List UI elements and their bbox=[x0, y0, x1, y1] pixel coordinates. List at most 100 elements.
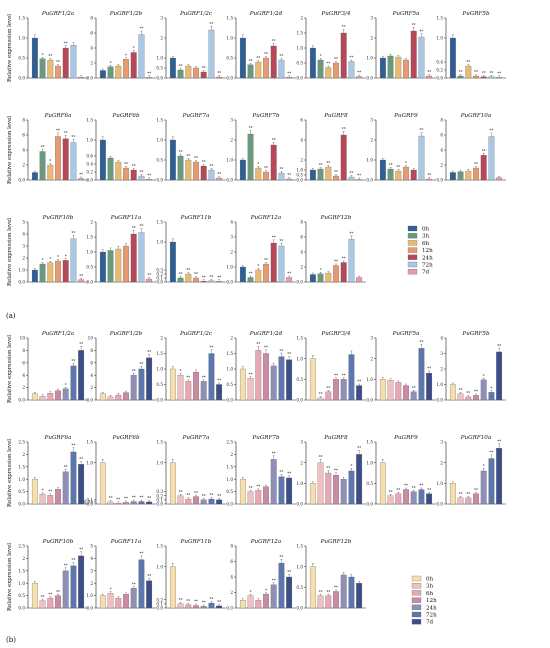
bar bbox=[138, 368, 145, 401]
y-tick-label: 1.0 bbox=[366, 56, 373, 61]
bar bbox=[263, 353, 269, 401]
bar bbox=[457, 393, 464, 401]
significance-label: ** bbox=[71, 358, 75, 363]
legend-label: 24h bbox=[422, 255, 433, 261]
bar bbox=[138, 175, 145, 181]
bar bbox=[348, 176, 355, 181]
significance-label: ** bbox=[404, 483, 408, 488]
legend-swatch bbox=[411, 604, 422, 610]
y-tick-label: 3 bbox=[300, 440, 303, 445]
bar bbox=[216, 605, 223, 609]
significance-label: ** bbox=[482, 148, 486, 153]
y-tick-label: 0.0 bbox=[18, 398, 25, 403]
bar bbox=[78, 279, 85, 283]
chart-b-3: PuGRF1/2c0.00.51.01.52*** ****** bbox=[156, 331, 226, 403]
bar bbox=[488, 76, 495, 79]
bar bbox=[348, 470, 355, 505]
y-tick-label: 1.0 bbox=[226, 36, 233, 41]
panel-a-label: (a) bbox=[6, 312, 16, 320]
y-tick-label: 2 bbox=[230, 452, 233, 457]
bar bbox=[177, 495, 184, 505]
y-tick-label: 6 bbox=[300, 118, 303, 123]
bar bbox=[123, 502, 129, 505]
bar bbox=[62, 570, 69, 609]
bar bbox=[55, 260, 61, 283]
bar bbox=[39, 151, 46, 181]
bar bbox=[123, 392, 129, 401]
legend-swatch bbox=[407, 261, 418, 268]
bar bbox=[239, 266, 246, 283]
legend-label: 3h bbox=[426, 584, 434, 590]
y-tick-label: 0.1 bbox=[156, 276, 163, 281]
y-tick-label: 1.5 bbox=[18, 16, 25, 21]
bar bbox=[270, 584, 277, 609]
bar bbox=[123, 59, 129, 79]
significance-label: ** bbox=[279, 54, 283, 59]
chart-title: PuGRF8 bbox=[323, 113, 348, 119]
y-tick-label: 4 bbox=[90, 373, 93, 378]
y-tick-label: 1.5 bbox=[296, 31, 303, 36]
significance-label: ** bbox=[209, 493, 213, 498]
significance-label: ** bbox=[124, 162, 128, 167]
y-tick-label: 1.0 bbox=[226, 477, 233, 482]
y-tick-label: 1.0 bbox=[226, 158, 233, 163]
significance-label: * bbox=[110, 60, 112, 65]
y-tick-label: 4 bbox=[300, 250, 303, 255]
bar bbox=[379, 57, 386, 79]
significance-label: * bbox=[350, 463, 352, 468]
chart-title: PuGRF10a bbox=[460, 113, 491, 119]
significance-label: ** bbox=[147, 350, 151, 355]
bar bbox=[286, 178, 293, 181]
bar bbox=[99, 251, 106, 283]
legend-label: 72h bbox=[422, 263, 433, 269]
bar bbox=[123, 245, 129, 283]
y-tick-label: 0.2 bbox=[156, 272, 163, 277]
bar bbox=[62, 260, 69, 283]
bar bbox=[333, 379, 339, 401]
significance-label: ** bbox=[249, 485, 253, 490]
y-tick-label: 5 bbox=[90, 544, 93, 549]
bar bbox=[115, 503, 122, 505]
bar bbox=[278, 245, 285, 283]
significance-label: ** bbox=[124, 496, 128, 501]
y-tick-label: 1.5 bbox=[86, 235, 93, 240]
bar bbox=[247, 133, 254, 181]
significance-label: * bbox=[49, 256, 51, 261]
significance-label: ** bbox=[139, 362, 143, 367]
significance-label: ** bbox=[249, 126, 253, 131]
y-tick-label: 0.0 bbox=[86, 280, 93, 285]
significance-label: ** bbox=[357, 446, 361, 451]
y-tick-label: 1.5 bbox=[226, 16, 233, 21]
bar bbox=[286, 477, 293, 505]
bar bbox=[70, 142, 77, 181]
chart-title: PuGRF10a bbox=[460, 435, 491, 441]
chart-title: PuGRF10b bbox=[42, 215, 74, 221]
bar bbox=[263, 593, 269, 609]
significance-label: ** bbox=[116, 497, 120, 502]
y-tick-label: 0.0 bbox=[156, 502, 163, 507]
y-tick-label: 0.0 bbox=[86, 398, 93, 403]
bar bbox=[193, 605, 199, 609]
significance-label: ** bbox=[186, 493, 190, 498]
bar bbox=[239, 37, 246, 79]
y-tick-label: 0.4 bbox=[86, 162, 93, 167]
bar bbox=[317, 397, 324, 401]
chart-title: PuGRF12b bbox=[320, 539, 352, 545]
y-tick-label: 1.0 bbox=[436, 382, 443, 387]
chart-title: PuGRF1/2a bbox=[41, 11, 74, 17]
significance-label: ** bbox=[194, 156, 198, 161]
significance-label: ** bbox=[474, 70, 478, 75]
bar bbox=[47, 393, 54, 401]
bar bbox=[216, 281, 223, 283]
y-tick-label: 2 bbox=[440, 367, 443, 372]
legend-swatch bbox=[407, 254, 418, 260]
significance-label: ** bbox=[466, 492, 470, 497]
chart-title: PuGRF11b bbox=[180, 539, 212, 545]
y-tick-label: 1.0 bbox=[296, 46, 303, 51]
